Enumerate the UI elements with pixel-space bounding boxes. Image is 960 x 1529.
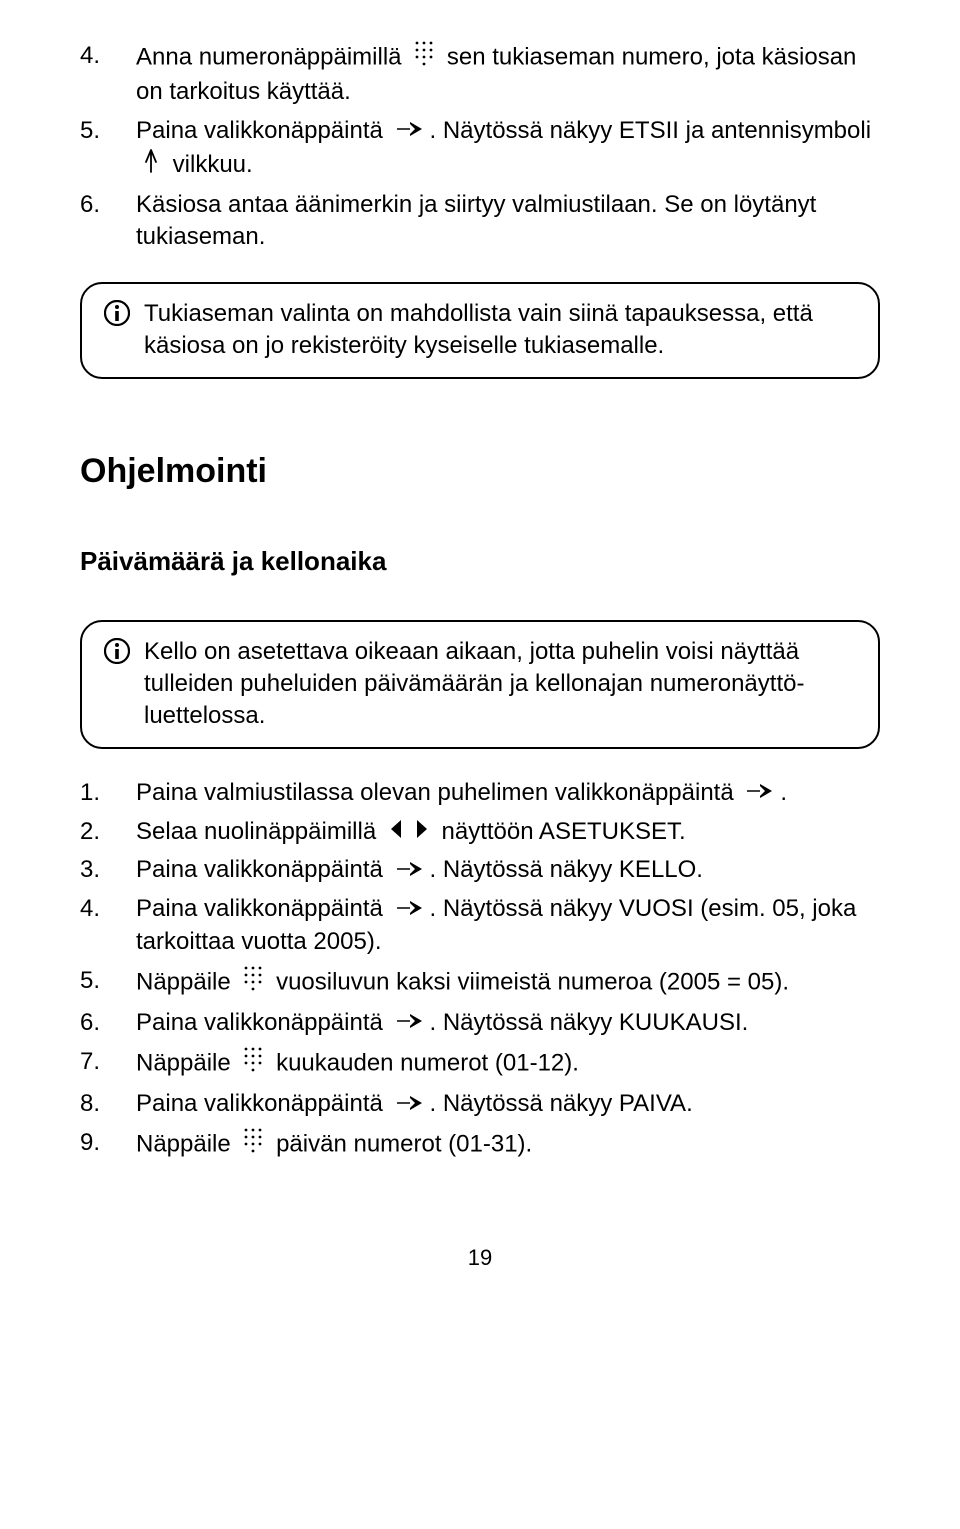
subsection-heading: Päivämäärä ja kellonaika bbox=[80, 544, 880, 579]
item-number: 7. bbox=[80, 1046, 136, 1082]
menu-arrow-icon bbox=[396, 1089, 424, 1121]
antenna-icon bbox=[142, 148, 160, 183]
item-number: 3. bbox=[80, 854, 136, 887]
item-content: Käsiosa antaa äänimerkin ja siirtyy valm… bbox=[136, 189, 880, 254]
menu-arrow-icon bbox=[396, 115, 424, 147]
info-box-2: Kello on asetettava oikeaan aikaan, jott… bbox=[80, 620, 880, 749]
left-arrow-icon bbox=[389, 816, 403, 848]
item-content: Paina valikkonäppäintä . Näytössä näkyy … bbox=[136, 115, 880, 183]
item-content: Paina valikkonäppäintä . Näytössä näkyy … bbox=[136, 854, 880, 887]
item-number: 2. bbox=[80, 816, 136, 849]
item-content: Paina valmiustilassa olevan puhelimen va… bbox=[136, 777, 880, 810]
keypad-icon bbox=[414, 40, 434, 76]
item-number: 5. bbox=[80, 115, 136, 183]
list-item: 4.Paina valikkonäppäintä . Näytössä näky… bbox=[80, 893, 880, 958]
list-item: 4.Anna numeronäppäimillä sen tukiaseman … bbox=[80, 40, 880, 109]
item-number: 5. bbox=[80, 965, 136, 1001]
item-number: 4. bbox=[80, 893, 136, 958]
menu-arrow-icon bbox=[396, 1007, 424, 1039]
info-text-1: Tukiaseman valinta on mahdollista vain s… bbox=[144, 298, 856, 363]
steps-list-top: 4.Anna numeronäppäimillä sen tukiaseman … bbox=[80, 40, 880, 254]
menu-arrow-icon bbox=[396, 855, 424, 887]
item-content: Anna numeronäppäimillä sen tukiaseman nu… bbox=[136, 40, 880, 109]
steps-list-bottom: 1.Paina valmiustilassa olevan puhelimen … bbox=[80, 777, 880, 1164]
list-item: 9.Näppäile päivän numerot (01-31). bbox=[80, 1127, 880, 1163]
keypad-icon bbox=[243, 1046, 263, 1082]
list-item: 5.Näppäile vuosiluvun kaksi viimeistä nu… bbox=[80, 965, 880, 1001]
item-content: Paina valikkonäppäintä . Näytössä näkyy … bbox=[136, 1007, 880, 1040]
list-item: 6.Paina valikkonäppäintä . Näytössä näky… bbox=[80, 1007, 880, 1040]
menu-arrow-icon bbox=[746, 777, 774, 809]
keypad-icon bbox=[243, 965, 263, 1001]
info-text-2: Kello on asetettava oikeaan aikaan, jott… bbox=[144, 636, 856, 733]
item-number: 9. bbox=[80, 1127, 136, 1163]
item-content: Näppäile kuukauden numerot (01-12). bbox=[136, 1046, 880, 1082]
item-number: 1. bbox=[80, 777, 136, 810]
list-item: 3.Paina valikkonäppäintä . Näytössä näky… bbox=[80, 854, 880, 887]
item-content: Näppäile päivän numerot (01-31). bbox=[136, 1127, 880, 1163]
info-icon bbox=[104, 638, 130, 673]
page-number: 19 bbox=[80, 1243, 880, 1273]
item-number: 6. bbox=[80, 1007, 136, 1040]
item-content: Selaa nuolinäppäimillä näyttöön ASETUKSE… bbox=[136, 816, 880, 849]
item-content: Paina valikkonäppäintä . Näytössä näkyy … bbox=[136, 893, 880, 958]
keypad-icon bbox=[243, 1127, 263, 1163]
list-item: 1.Paina valmiustilassa olevan puhelimen … bbox=[80, 777, 880, 810]
menu-arrow-icon bbox=[396, 894, 424, 926]
list-item: 8.Paina valikkonäppäintä . Näytössä näky… bbox=[80, 1088, 880, 1121]
list-item: 2.Selaa nuolinäppäimillä näyttöön ASETUK… bbox=[80, 816, 880, 849]
section-heading: Ohjelmointi bbox=[80, 449, 880, 495]
right-arrow-icon bbox=[415, 816, 429, 848]
item-number: 8. bbox=[80, 1088, 136, 1121]
item-number: 6. bbox=[80, 189, 136, 254]
item-content: Näppäile vuosiluvun kaksi viimeistä nume… bbox=[136, 965, 880, 1001]
list-item: 5.Paina valikkonäppäintä . Näytössä näky… bbox=[80, 115, 880, 183]
item-content: Paina valikkonäppäintä . Näytössä näkyy … bbox=[136, 1088, 880, 1121]
info-icon bbox=[104, 300, 130, 335]
info-box-1: Tukiaseman valinta on mahdollista vain s… bbox=[80, 282, 880, 379]
item-number: 4. bbox=[80, 40, 136, 109]
list-item: 6.Käsiosa antaa äänimerkin ja siirtyy va… bbox=[80, 189, 880, 254]
list-item: 7.Näppäile kuukauden numerot (01-12). bbox=[80, 1046, 880, 1082]
